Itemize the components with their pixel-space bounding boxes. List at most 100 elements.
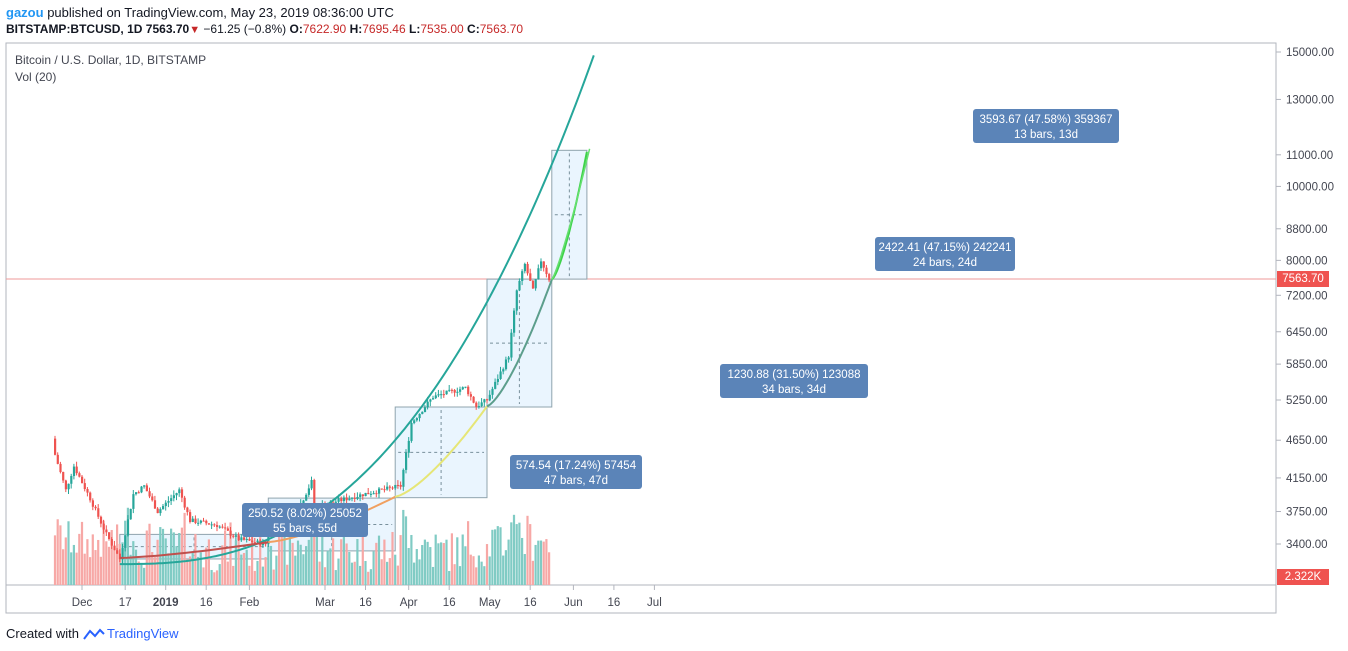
volume-bar: [310, 526, 313, 585]
candle-body: [534, 279, 537, 289]
candle-body: [110, 539, 113, 546]
candle-body: [391, 487, 394, 489]
volume-bar: [137, 561, 140, 585]
volume-bar: [526, 515, 529, 585]
candle-body: [256, 540, 259, 543]
candle-body: [67, 483, 70, 490]
volume-bar: [107, 546, 111, 585]
candle-body: [450, 389, 454, 391]
candle-body: [548, 274, 551, 281]
candle-body: [413, 420, 416, 424]
candle-body: [178, 489, 181, 494]
volume-tag: 2.322K: [1277, 569, 1329, 585]
volume-bar: [391, 531, 394, 585]
candle-body: [529, 273, 532, 281]
growth-curve-segment: [394, 405, 488, 498]
candle-body: [364, 492, 367, 497]
volume-bar: [72, 544, 75, 585]
volume-bar: [105, 541, 108, 585]
tradingview-link[interactable]: TradingView: [83, 626, 179, 641]
candle-body: [148, 491, 151, 497]
volume-bar: [296, 540, 300, 585]
candle-body: [167, 501, 170, 503]
volume-bar: [410, 534, 413, 585]
price-tick-label: 11000.00: [1286, 150, 1333, 162]
candle-body: [545, 267, 548, 275]
volume-bar: [504, 550, 507, 585]
candle-body: [356, 497, 359, 499]
growth-curve-green: [551, 148, 591, 280]
volume-bar: [469, 554, 472, 585]
candle-body: [521, 271, 524, 281]
close-label: C:: [467, 22, 480, 36]
candle-body: [483, 399, 486, 403]
volume-bar: [318, 561, 321, 585]
volume-bar: [348, 551, 351, 585]
volume-bar: [188, 556, 192, 585]
candle-body: [434, 395, 437, 399]
publish-line: gazou published on TradingView.com, May …: [6, 5, 394, 20]
volume-bar: [369, 569, 372, 585]
candle-body: [207, 523, 211, 525]
candle-body: [418, 413, 421, 419]
author-link[interactable]: gazou: [6, 5, 44, 20]
volume-bar: [86, 539, 89, 585]
candle-body: [105, 529, 108, 533]
price-tick-label: 4150.00: [1286, 473, 1328, 485]
candle-body: [240, 537, 243, 541]
candle-body: [351, 497, 354, 499]
volume-bar: [472, 556, 475, 585]
candle-body: [432, 398, 435, 400]
candle-body: [494, 381, 497, 389]
volume-bar: [237, 534, 240, 585]
candle-body: [426, 401, 429, 408]
volume-bar: [291, 542, 294, 585]
candle-body: [229, 530, 232, 536]
candles: [54, 258, 551, 564]
volume-bar: [386, 561, 389, 585]
tradingview-brand: TradingView: [106, 626, 179, 641]
candle-body: [440, 394, 443, 396]
price-tick-label: 13000.00: [1286, 94, 1334, 106]
candle-body: [542, 261, 545, 268]
growth-curve-segment: [119, 541, 269, 559]
volume-bar: [53, 535, 57, 585]
volume-bar: [64, 537, 67, 585]
volume-bar: [491, 529, 494, 585]
candle-body: [243, 537, 246, 540]
candle-body: [86, 489, 89, 493]
candle-body: [491, 388, 494, 395]
volume-bar: [213, 572, 216, 585]
candle-body: [118, 553, 121, 560]
candle-body: [56, 454, 59, 464]
volume-bar: [529, 524, 532, 585]
candle-body: [186, 507, 189, 513]
volume-bar: [396, 565, 399, 585]
time-tick-label: Mar: [315, 597, 335, 609]
volume-bar: [248, 565, 251, 585]
volume-bar: [232, 565, 235, 585]
candle-body: [224, 527, 227, 529]
candle-body: [518, 280, 521, 291]
volume-bar: [367, 571, 370, 585]
volume-bar: [67, 521, 70, 585]
measure-label-text: 250.52 (8.02%) 25052: [248, 508, 362, 520]
high-label: H:: [349, 22, 363, 36]
candle-body: [189, 512, 192, 522]
volume-bar: [450, 533, 453, 585]
candle-body: [437, 394, 440, 396]
volume-bar: [545, 539, 548, 585]
candle-body: [394, 484, 397, 489]
volume-bar: [261, 566, 264, 585]
candle-body: [467, 386, 470, 395]
candle-body: [162, 506, 165, 510]
candle-body: [83, 483, 86, 490]
price-change: −61.25 (−0.8%): [203, 22, 287, 36]
volume-bar: [278, 533, 281, 585]
candle-body: [369, 493, 373, 495]
volume-bar: [170, 528, 173, 585]
candle-body: [475, 402, 478, 407]
volume-bar: [418, 559, 421, 585]
high-value: 7695.46: [362, 22, 406, 36]
